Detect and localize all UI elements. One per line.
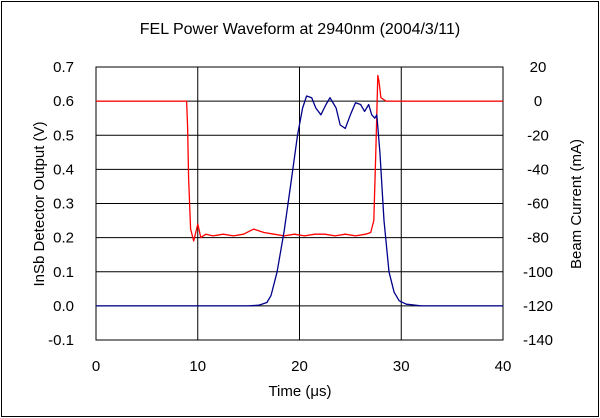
- x-tick-label: 10: [189, 358, 206, 375]
- series-layer: [96, 74, 503, 307]
- y-tick-label-right: -80: [527, 230, 549, 247]
- grid-lines: [96, 67, 503, 340]
- y-tick-label-left: 0.5: [53, 127, 74, 144]
- y-tick-label-right: 0: [534, 93, 542, 110]
- y-tick-label-right: 20: [530, 59, 547, 76]
- y-tick-label-left: 0.0: [53, 298, 74, 315]
- y-axis-label-right: Beam Current (mA): [568, 139, 585, 269]
- x-tick-label: 20: [291, 358, 308, 375]
- x-axis-label: Time (μs): [268, 383, 331, 400]
- detector-output-line: [96, 95, 503, 307]
- y-axis-label-left: InSb Detector Output (V): [31, 121, 48, 286]
- y-tick-label-left: 0.7: [53, 59, 74, 76]
- y-tick-label-left: 0.3: [53, 196, 74, 213]
- x-tick-label: 30: [393, 358, 410, 375]
- y-tick-label-right: -140: [523, 332, 553, 349]
- y-tick-label-left: 0.6: [53, 93, 74, 110]
- y-tick-label-left: 0.2: [53, 230, 74, 247]
- x-tick-label: 40: [495, 358, 512, 375]
- y-tick-label-left: -0.1: [48, 332, 74, 349]
- y-tick-label-right: -120: [523, 298, 553, 315]
- y-tick-label-right: -40: [527, 161, 549, 178]
- y-tick-label-left: 0.4: [53, 161, 74, 178]
- beam-current-line: [96, 74, 503, 242]
- tick-labels: 0 10 20 30 40 0.7 0.6 0.5 0.4 0.3 0.2 0.1 0.0 -0.1 20 0…: [48, 59, 553, 375]
- plot-area-border: [95, 66, 504, 341]
- y-tick-label-left: 0.1: [53, 264, 74, 281]
- chart-title: FEL Power Waveform at 2940nm (2004/3/11): [140, 21, 460, 38]
- y-tick-label-right: -20: [527, 127, 549, 144]
- y-tick-label-right: -60: [527, 196, 549, 213]
- y-tick-label-right: -100: [523, 264, 553, 281]
- x-tick-label: 0: [92, 358, 100, 375]
